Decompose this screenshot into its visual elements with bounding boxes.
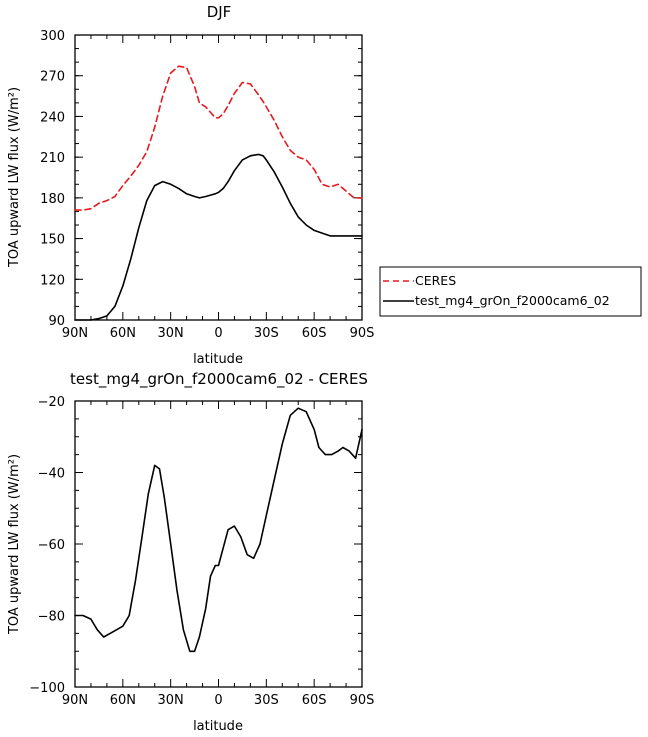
bottom-x-tick-label: 60S [302,693,327,708]
top-x-tick-label: 60S [302,326,327,341]
top-x-tick-label: 90N [62,326,88,341]
bottom-x-axis-label: latitude [193,719,243,734]
top-y-tick-label: 240 [40,110,65,125]
top-series-line-0 [74,65,363,211]
legend-label-model: test_mg4_grOn_f2000cam6_02 [415,293,610,308]
top-chart-title: DJF [207,3,232,21]
top-series-line-1 [74,153,363,321]
bottom-x-tick-label: 0 [214,693,222,708]
bottom-x-tick-label: 90N [62,693,88,708]
top-y-tick-label: 300 [40,29,65,44]
bottom-x-tick-label: 30S [254,693,279,708]
bottom-plot-frame [74,400,363,688]
bottom-series-lines [74,407,363,653]
bottom-y-tick-label: −20 [38,395,65,410]
legend-label-ceres: CERES [415,273,456,288]
top-x-tick-label: 60N [110,326,136,341]
top-y-tick-label: 90 [48,314,65,329]
top-y-tick-label: 270 [40,70,65,85]
bottom-chart-title: test_mg4_grOn_f2000cam6_02 - CERES [70,370,368,389]
top-series-lines [74,65,363,321]
top-axis-ticks: 90N 60N 30N 0 30S 60S 90S 90 120 150 180 210 240 270 3… [40,29,374,341]
top-x-axis-label: latitude [193,352,243,367]
top-legend: CERES test_mg4_grOn_f2000cam6_02 [379,266,642,317]
top-y-tick-label: 120 [40,273,65,288]
top-x-tick-label: 30N [158,326,184,341]
bottom-x-tick-label: 90S [350,693,375,708]
legend-box [379,266,642,317]
bottom-x-tick-label: 60N [110,693,136,708]
top-x-tick-label: 0 [214,326,222,341]
top-x-tick-label: 90S [350,326,375,341]
bottom-x-tick-label: 30N [158,693,184,708]
top-x-tick-label: 30S [254,326,279,341]
bottom-axis-ticks: 90N 60N 30N 0 30S 60S 90S −100 −80 −60 −40 −20 [29,395,374,708]
top-chart: DJF 90N 60N 30N 0 30S 60S 90S 90 120 150 180 210 240… [7,3,642,367]
top-y-tick-label: 150 [40,233,65,248]
top-y-axis-label: TOA upward LW flux (W/m²) [7,87,22,268]
bottom-y-axis-label: TOA upward LW flux (W/m²) [7,454,22,635]
bottom-y-tick-label: −40 [38,467,65,482]
top-y-tick-label: 180 [40,192,65,207]
bottom-y-tick-label: −60 [38,538,65,553]
bottom-chart: test_mg4_grOn_f2000cam6_02 - CERES 90N 60… [7,370,374,734]
bottom-series-line-0 [74,407,363,653]
bottom-y-tick-label: −80 [38,610,65,625]
top-y-tick-label: 210 [40,151,65,166]
bottom-y-tick-label: −100 [29,681,65,696]
